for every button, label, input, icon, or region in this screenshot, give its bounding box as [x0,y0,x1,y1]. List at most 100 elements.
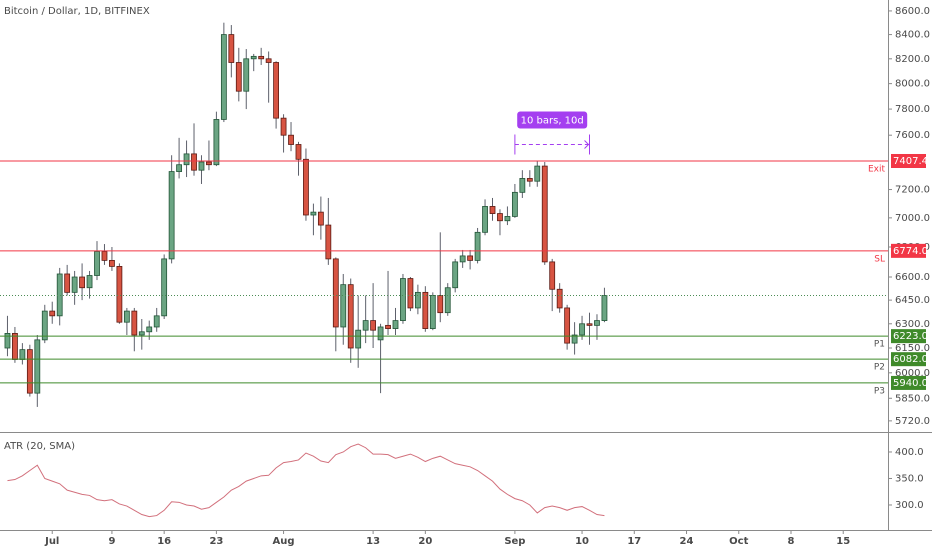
x-tick-label: 10 [575,536,589,547]
y-tick-label: 8600.0 [895,6,930,17]
candle-body [258,55,265,60]
candle-body [153,315,160,328]
atr-title: ATR (20, SMA) [4,441,75,452]
candle-body [243,58,250,92]
y-tick-label: 300.0 [895,500,924,511]
candle-body [579,323,585,336]
x-tick-label: Sep [504,536,525,547]
price-badge-label: 6774.0 [893,246,928,257]
candle-body [146,326,153,333]
x-tick-label: 23 [209,536,223,547]
candle-body [519,178,526,193]
y-tick-label: 400.0 [895,447,924,458]
y-tick-label: 6300.0 [895,319,930,330]
level-name: P2 [874,363,885,373]
candle-body [4,332,11,349]
candle-body [71,276,78,293]
candle-body [64,273,71,293]
y-tick-label: 350.0 [895,473,924,484]
x-tick-label: 16 [157,536,171,547]
y-tick-label: 8400.0 [895,30,930,41]
level-name: SL [874,254,885,264]
y-tick-label: 5850.0 [895,393,930,404]
candle-body [459,255,466,263]
candle-body [370,320,377,331]
candle-body [332,258,339,328]
y-tick-label: 6600.0 [895,272,930,283]
candle-body [504,216,511,222]
y-tick-label: 6000.0 [895,368,930,379]
price-badge-label: 5940.0 [893,378,928,389]
candle-body [303,158,309,216]
candle-body [594,320,600,326]
candle-body [56,273,63,317]
measure-box [517,111,588,129]
x-tick-label: 15 [836,536,850,547]
price-badge-label: 6223.0 [893,331,928,342]
candle-body [213,119,220,166]
y-tick-label: 7800.0 [895,104,930,115]
candle-body [79,276,85,289]
candle-body [429,295,436,329]
price-badge-label: 7407.4 [893,156,928,167]
candle-body [295,144,302,160]
candle-body [511,191,518,217]
level-name: P3 [874,386,885,396]
x-tick-label: 13 [366,536,380,547]
candle-body [198,161,205,171]
candle-body [482,206,488,233]
candle-body [123,310,130,323]
candle-body [250,55,257,60]
candle-body [534,165,541,182]
y-tick-label: 8200.0 [895,54,930,65]
y-tick-label: 7200.0 [895,185,930,196]
candle-body [26,349,33,394]
candle-body [474,231,481,261]
candle-body [422,291,429,329]
candle-body [94,251,100,276]
candle-body [280,117,287,136]
candle-body [392,320,399,329]
price-badge-label: 6082.0 [893,354,928,365]
candle-body [116,266,123,323]
price-badge [891,352,926,367]
candle-body [541,165,548,263]
candle-body [347,284,354,349]
candle-body [273,62,280,119]
candle-body [86,275,93,289]
candle-body [12,332,18,360]
candle-body [452,261,459,289]
price-badge [891,375,926,390]
candle-body [131,310,138,336]
candle-body [183,153,190,166]
candle-body [265,58,272,63]
candle-body [377,326,384,341]
x-tick-label: Oct [729,536,748,547]
candle-body [400,278,406,321]
y-tick-label: 5720.0 [895,416,930,427]
candle-body [571,334,578,344]
candle-body [355,329,362,349]
candle-body [362,320,369,331]
candle-body [288,134,294,145]
candle-body [310,211,317,216]
candle-body [220,34,227,120]
candle-body [549,261,556,290]
candle-body [109,259,115,267]
x-tick-label: 24 [680,536,694,547]
candle-body [206,161,212,166]
candle-body [19,349,26,360]
y-tick-label: 7600.0 [895,130,930,141]
price-badge [891,329,926,344]
candle-body [497,213,503,222]
candle-body [601,295,608,321]
x-tick-label: 20 [418,536,432,547]
candle-body [467,255,474,261]
candle-body [489,206,496,214]
chart-title: Bitcoin / Dollar, 1D, BITFINEX [4,6,150,17]
candle-body [556,288,563,309]
y-tick-label: 6150.0 [895,343,930,354]
x-tick-label: 8 [788,536,795,547]
y-tick-label: 7000.0 [895,213,930,224]
